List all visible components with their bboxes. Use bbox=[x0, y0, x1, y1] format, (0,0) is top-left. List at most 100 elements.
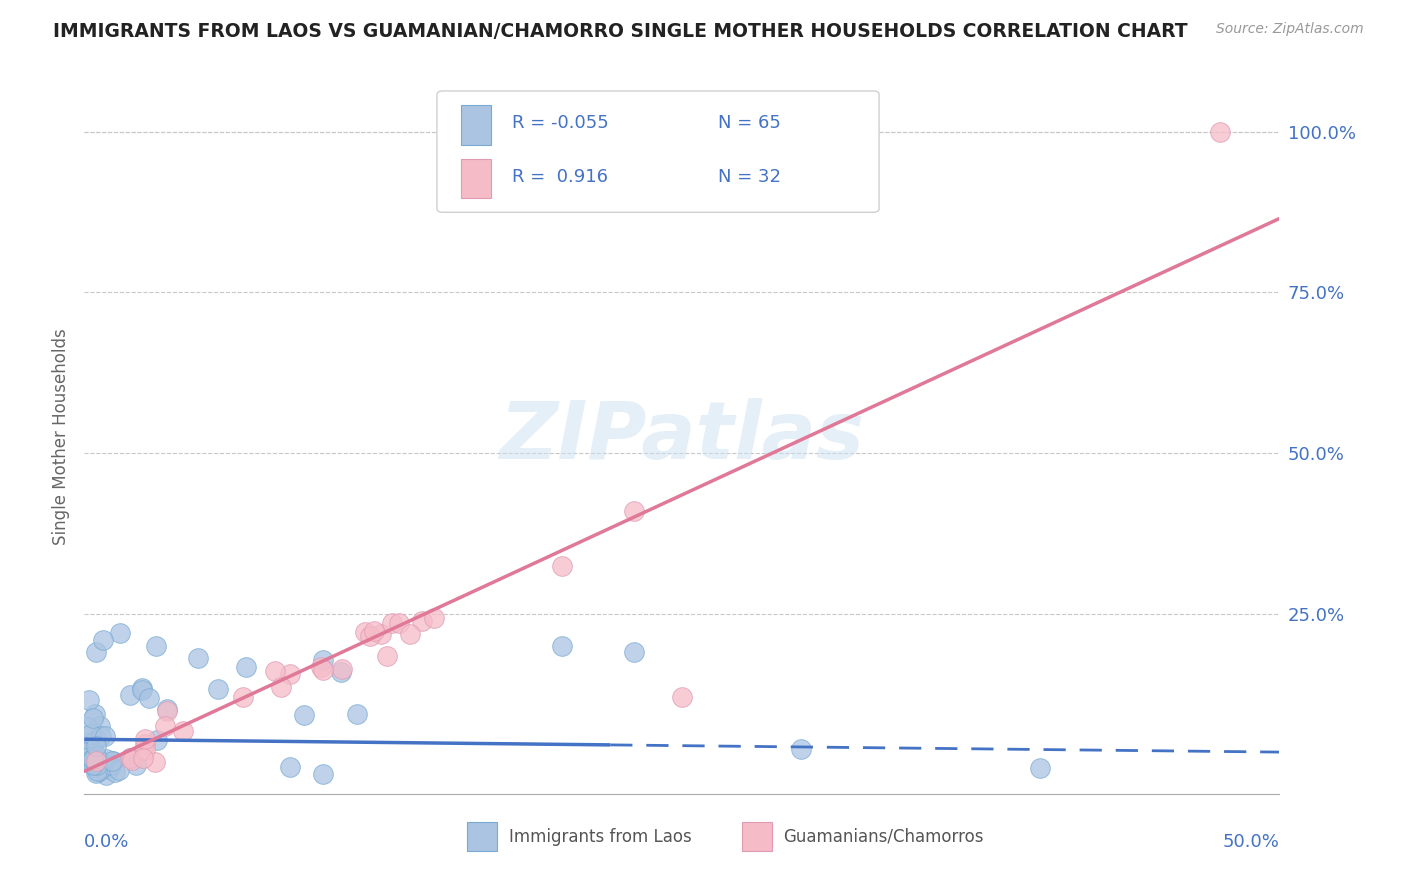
Point bbox=[311, 766, 333, 780]
Point bbox=[353, 624, 375, 639]
Point bbox=[309, 660, 332, 674]
Point bbox=[89, 719, 111, 733]
Point bbox=[84, 739, 107, 753]
Point bbox=[94, 767, 117, 781]
Point bbox=[82, 758, 104, 772]
Point bbox=[1029, 761, 1052, 775]
Point bbox=[86, 753, 108, 767]
Point bbox=[143, 755, 166, 769]
Point bbox=[76, 748, 98, 763]
Text: Guamanians/Chamorros: Guamanians/Chamorros bbox=[783, 828, 984, 846]
Point bbox=[551, 559, 574, 574]
Point bbox=[134, 743, 156, 757]
Point bbox=[623, 645, 645, 659]
Point bbox=[101, 754, 124, 768]
Point bbox=[381, 615, 404, 630]
Point bbox=[82, 756, 104, 771]
Point bbox=[108, 763, 131, 777]
Point bbox=[79, 726, 101, 740]
Point bbox=[77, 750, 100, 764]
Point bbox=[312, 652, 335, 666]
Point bbox=[399, 627, 422, 641]
Point bbox=[134, 737, 156, 751]
Text: N = 32: N = 32 bbox=[718, 168, 780, 186]
Point bbox=[121, 753, 143, 767]
FancyBboxPatch shape bbox=[461, 159, 491, 198]
Point bbox=[86, 764, 108, 778]
Point bbox=[235, 660, 257, 674]
FancyBboxPatch shape bbox=[742, 822, 772, 851]
Point bbox=[94, 729, 117, 743]
Point bbox=[411, 614, 433, 628]
Point bbox=[145, 639, 167, 653]
Point bbox=[363, 624, 385, 638]
Point bbox=[790, 742, 813, 756]
Point bbox=[84, 748, 107, 763]
Point bbox=[388, 616, 411, 631]
Point bbox=[172, 723, 194, 738]
Point bbox=[80, 737, 103, 751]
Point bbox=[292, 708, 315, 723]
Point bbox=[280, 667, 302, 681]
Point bbox=[84, 706, 107, 721]
Point bbox=[187, 651, 209, 665]
Point bbox=[153, 719, 176, 733]
Point bbox=[94, 751, 117, 765]
Text: 0.0%: 0.0% bbox=[84, 833, 129, 851]
Point bbox=[146, 732, 169, 747]
Point bbox=[110, 626, 132, 640]
Point bbox=[278, 760, 301, 774]
Point bbox=[89, 754, 111, 768]
Point bbox=[370, 626, 392, 640]
Point bbox=[330, 665, 353, 679]
Text: ZIPatlas: ZIPatlas bbox=[499, 398, 865, 476]
Point bbox=[86, 732, 108, 747]
Point bbox=[120, 751, 142, 765]
Point bbox=[312, 663, 335, 677]
Point bbox=[86, 754, 108, 768]
Text: Source: ZipAtlas.com: Source: ZipAtlas.com bbox=[1216, 22, 1364, 37]
Text: Immigrants from Laos: Immigrants from Laos bbox=[509, 828, 692, 846]
Point bbox=[359, 628, 381, 642]
Point bbox=[330, 662, 353, 676]
Point bbox=[79, 748, 101, 763]
Point bbox=[90, 729, 112, 743]
Text: N = 65: N = 65 bbox=[718, 114, 780, 132]
Point bbox=[84, 766, 107, 780]
Point bbox=[80, 752, 103, 766]
Point bbox=[423, 610, 446, 624]
FancyBboxPatch shape bbox=[437, 91, 879, 212]
Point bbox=[77, 738, 100, 752]
Point bbox=[134, 731, 156, 746]
Point bbox=[97, 763, 120, 777]
FancyBboxPatch shape bbox=[467, 822, 496, 851]
Point bbox=[82, 711, 104, 725]
Point bbox=[120, 751, 142, 765]
Point bbox=[232, 690, 254, 704]
Point bbox=[551, 639, 574, 653]
Point bbox=[671, 690, 693, 705]
Point bbox=[156, 702, 179, 716]
Point bbox=[264, 664, 287, 678]
Point bbox=[90, 761, 112, 775]
Point bbox=[124, 758, 146, 772]
Point bbox=[270, 680, 292, 694]
Point bbox=[156, 704, 179, 718]
Point bbox=[132, 751, 155, 765]
Text: R =  0.916: R = 0.916 bbox=[512, 168, 609, 186]
Text: R = -0.055: R = -0.055 bbox=[512, 114, 609, 132]
Point bbox=[87, 764, 110, 778]
Point bbox=[138, 691, 160, 706]
Point bbox=[93, 632, 115, 647]
Point bbox=[131, 681, 153, 696]
Point bbox=[82, 752, 104, 766]
Point bbox=[86, 645, 108, 659]
Point bbox=[76, 744, 98, 758]
Point bbox=[76, 720, 98, 734]
Point bbox=[103, 754, 125, 768]
Point bbox=[623, 503, 645, 517]
Point bbox=[86, 754, 108, 768]
Point bbox=[100, 758, 122, 772]
Point bbox=[377, 649, 399, 664]
Point bbox=[346, 707, 368, 722]
